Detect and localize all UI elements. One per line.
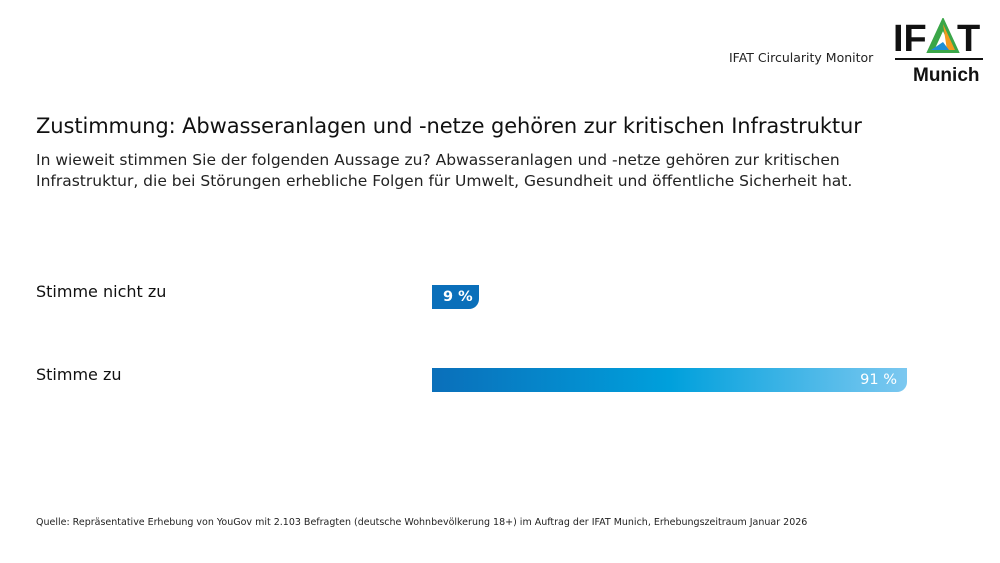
svg-text:Munich: Munich: [913, 65, 980, 84]
category-label: Stimme nicht zu: [36, 282, 167, 301]
svg-text:T: T: [957, 18, 980, 60]
bar-stimme-zu: 91 %: [432, 368, 908, 392]
chart-title: Zustimmung: Abwasseranlagen und -netze g…: [36, 114, 862, 138]
svg-text:IF: IF: [893, 18, 927, 60]
bar-value-label: 91 %: [860, 372, 898, 388]
bar-value-label: 9 %: [443, 289, 473, 305]
bar-stimme-nicht-zu: 9 %: [432, 285, 479, 309]
monitor-label: IFAT Circularity Monitor: [729, 50, 874, 65]
ifat-munich-logo: IF T Munich: [893, 18, 983, 84]
category-label: Stimme zu: [36, 365, 122, 384]
source-note: Quelle: Repräsentative Erhebung von YouG…: [36, 517, 808, 528]
chart-subtitle: In wieweit stimmen Sie der folgenden Aus…: [36, 151, 853, 190]
